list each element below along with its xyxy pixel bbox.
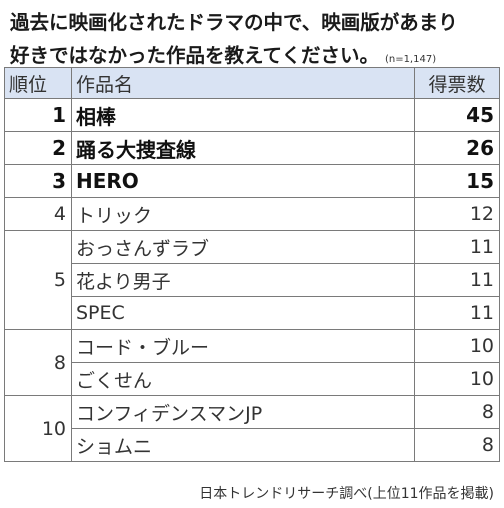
title-line-2-text: 好きではなかった作品を教えてください。 [10,44,379,67]
votes-cell: 10 [414,362,500,396]
rank-cell: 2 [4,131,72,165]
votes-cell: 11 [414,263,500,297]
votes-cell: 45 [414,98,500,132]
header-votes: 得票数 [414,67,500,99]
header-title: 作品名 [71,67,415,99]
votes-cell: 26 [414,131,500,165]
votes-cell: 11 [414,230,500,264]
header-rank: 順位 [4,67,72,99]
title-cell: 花より男子 [71,263,415,297]
ranking-table: 順位 作品名 得票数 1 相棒 45 2 踊る大捜査線 26 3 HERO 15… [4,67,500,462]
rank-cell: 4 [4,197,72,231]
title-cell: 踊る大捜査線 [71,131,415,165]
table-row: 8 コード・ブルー 10 [4,329,500,396]
title-cell: HERO [71,164,415,198]
rank-cell: 3 [4,164,72,198]
source-note: 日本トレンドリサーチ調べ(上位11作品を掲載) [199,486,494,502]
sample-size: (n=1,147) [384,54,437,65]
table-row: 1 相棒 45 [4,98,500,132]
votes-cell: 15 [414,164,500,198]
title-cell: SPEC [71,296,415,330]
table-row: 4 トリック 12 [4,197,500,231]
title-line-1: 過去に映画化されたドラマの中で、映画版があまり [10,11,458,34]
title-cell: おっさんずラブ [71,230,415,264]
title-cell: ショムニ [71,428,415,462]
title-cell: コンフィデンスマンJP [71,395,415,429]
table-row: 3 HERO 15 [4,164,500,198]
votes-cell: 8 [414,428,500,462]
title-cell: トリック [71,197,415,231]
votes-cell: 12 [414,197,500,231]
title-cell: ごくせん [71,362,415,396]
votes-cell: 8 [414,395,500,429]
page-title: 過去に映画化されたドラマの中で、映画版があまり 好きではなかった作品を教えてくだ… [10,6,498,76]
rank-cell: 8 [4,329,72,396]
title-cell: コード・ブルー [71,329,415,363]
title-line-2: 好きではなかった作品を教えてください。 (n=1,147) [10,39,498,76]
votes-cell: 10 [414,329,500,363]
table-row: 2 踊る大捜査線 26 [4,131,500,165]
header-row: 順位 作品名 得票数 [4,67,500,99]
table-row: SPEC 11 [5,296,500,330]
table-row: 花より男子 11 [5,263,500,297]
table-row: ショムニ 8 [5,428,500,462]
table-row: 10 コンフィデンスマンJP 8 [4,395,500,462]
rank-cell: 5 [4,230,72,330]
title-cell: 相棒 [71,98,415,132]
rank-cell: 1 [4,98,72,132]
votes-cell: 11 [414,296,500,330]
rank-cell: 10 [4,395,72,462]
table-row: ごくせん 10 [5,362,500,396]
table-row: 5 おっさんずラブ 11 [4,230,500,330]
